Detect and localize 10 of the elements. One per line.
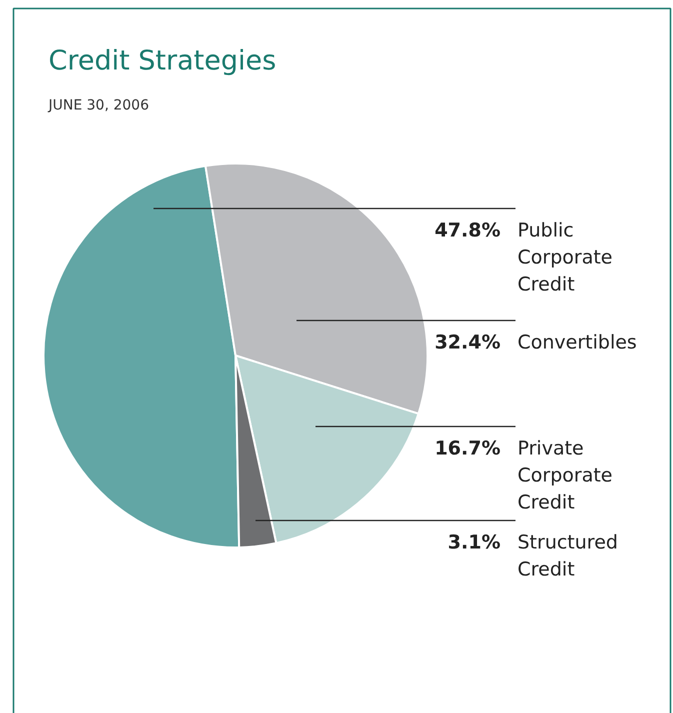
slice-label: Private Corporate Credit: [518, 438, 612, 514]
data-label: 3.1%: [448, 532, 501, 554]
data-label: 47.8%: [434, 220, 501, 242]
slice-label: Convertibles: [518, 332, 637, 354]
chart-subtitle: JUNE 30, 2006: [48, 98, 150, 114]
chart-title: Credit Strategies: [48, 46, 276, 76]
data-label: 32.4%: [434, 332, 501, 354]
slice-label: Structured Credit: [518, 532, 618, 580]
data-label: 16.7%: [434, 438, 501, 460]
slice-label: Public Corporate Credit: [518, 220, 612, 296]
